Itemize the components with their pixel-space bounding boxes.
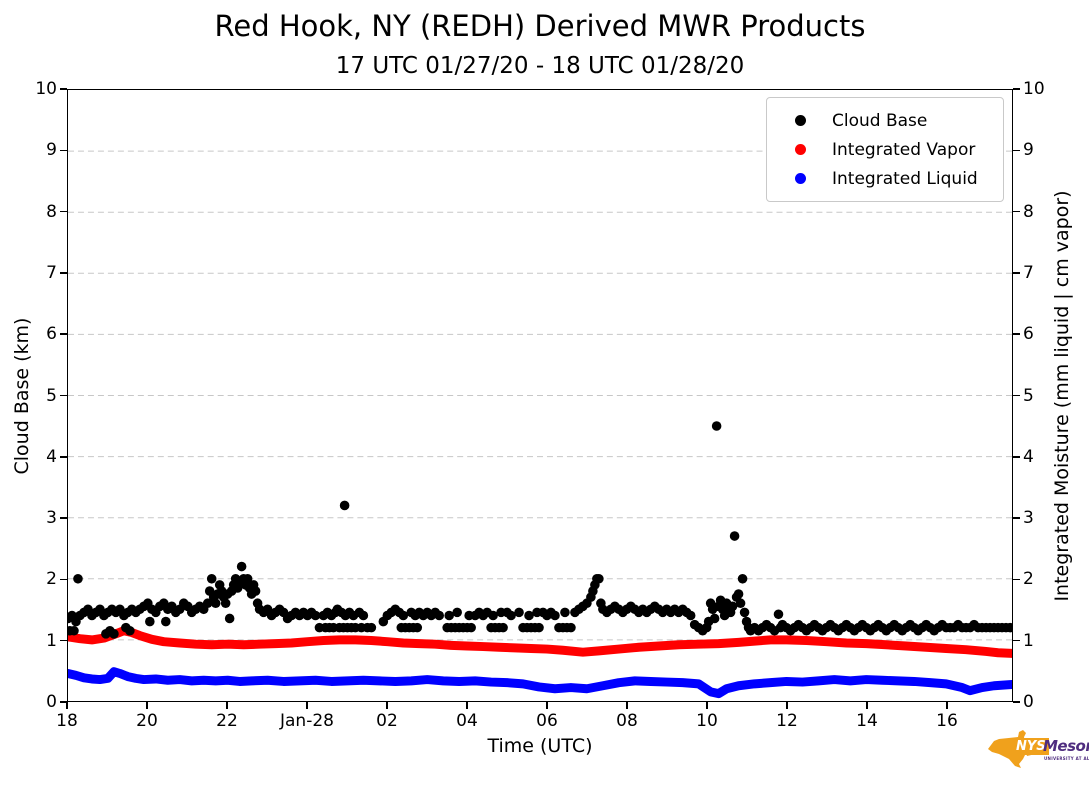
y-tick-right [1013,149,1020,152]
x-tick [226,702,228,709]
y-tick-left [60,394,67,397]
x-tick [386,702,388,709]
y-tick-label-left: 8 [46,201,57,222]
series-integrated-liquid [68,667,1012,699]
y-tick-right [1013,639,1020,642]
chart-title: Red Hook, NY (REDH) Derived MWR Products [214,9,866,43]
x-tick [466,702,468,709]
y-tick-label-left: 5 [46,385,57,406]
x-tick [626,702,628,709]
y-tick-left [60,456,67,458]
x-axis-label: Time (UTC) [487,735,593,757]
logo-mesonet-text: Mesonet [1043,737,1089,755]
legend-item-cloud-base: Cloud Base [785,106,993,135]
y-tick-label-right: 2 [1023,569,1034,590]
y-tick-left [60,333,67,335]
x-tick [866,702,868,709]
x-tick-label: 08 [616,711,638,731]
x-tick-label: 14 [856,711,878,731]
integrated-liquid-marker-icon [795,173,806,184]
x-tick [66,702,68,709]
x-tick-label: 20 [136,711,158,731]
y-tick-label-left: 0 [46,692,57,712]
y-tick-left [60,88,67,90]
y-tick-right [1013,88,1020,90]
y-tick-left [60,639,67,642]
legend-item-integrated-vapor: Integrated Vapor [785,135,993,164]
y-tick-label-right: 8 [1023,201,1034,222]
x-tick [306,702,308,709]
y-tick-label-right: 9 [1023,140,1034,161]
y-tick-label-right: 5 [1023,385,1034,406]
y-tick-label-left: 10 [35,79,57,99]
y-tick-label-left: 2 [46,569,57,590]
legend-label: Integrated Liquid [832,168,978,189]
x-tick [546,702,548,709]
y-tick-label-left: 4 [46,446,57,467]
legend: Cloud Base Integrated Vapor Integrated L… [766,97,1004,202]
logo-nys-text: NYS [1013,738,1049,755]
y-tick-right [1013,456,1020,458]
chart-canvas [68,150,1012,699]
x-tick-label: 04 [456,711,478,731]
y-tick-label-left: 1 [46,630,57,651]
series-cloud-base [68,421,1012,639]
y-tick-left [60,701,67,703]
y-tick-label-right: 10 [1023,79,1045,99]
logo-tagline-text: UNIVERSITY AT ALBANY [1044,756,1089,761]
y-tick-left [60,149,67,152]
x-tick-label: 10 [696,711,718,731]
y-tick-left [60,578,67,581]
legend-label: Integrated Vapor [832,139,976,160]
x-tick-label: 16 [936,711,958,731]
integrated-vapor-marker-icon [795,144,806,155]
x-tick-label: 12 [776,711,798,731]
y-tick-right [1013,210,1020,213]
y-tick-label-left: 9 [46,140,57,161]
x-tick-label: 18 [56,711,78,731]
y-tick-left [60,517,67,519]
y-tick-right [1013,333,1020,335]
x-tick [706,702,708,709]
y-tick-right [1013,272,1020,274]
x-tick-label: Jan-28 [280,711,334,731]
series-integrated-vapor [68,626,1012,658]
x-tick-label: 02 [376,711,398,731]
y-tick-label-right: 4 [1023,446,1034,467]
y-tick-right [1013,517,1020,519]
x-tick [146,702,148,709]
y-tick-label-right: 3 [1023,508,1034,529]
x-tick-label: 06 [536,711,558,731]
y-tick-right [1013,394,1020,397]
y-tick-left [60,210,67,213]
legend-item-integrated-liquid: Integrated Liquid [785,164,993,193]
x-tick [786,702,788,709]
y-tick-label-right: 1 [1023,630,1034,651]
y-tick-left [60,272,67,274]
x-tick-label: 22 [216,711,238,731]
chart-subtitle: 17 UTC 01/27/20 - 18 UTC 01/28/20 [335,53,745,79]
y-tick-right [1013,701,1020,703]
y-tick-label-left: 3 [46,508,57,529]
y-tick-label-left: 6 [46,324,57,345]
legend-label: Cloud Base [832,110,928,131]
y-tick-label-right: 0 [1023,692,1034,712]
x-tick [946,702,948,709]
y-tick-label-right: 7 [1023,262,1034,283]
y-tick-label-right: 6 [1023,324,1034,345]
nys-mesonet-logo: NYS Mesonet UNIVERSITY AT ALBANY [985,726,1089,784]
y-tick-label-left: 7 [46,262,57,283]
y-tick-right [1013,578,1020,581]
cloud-base-marker-icon [795,115,806,126]
